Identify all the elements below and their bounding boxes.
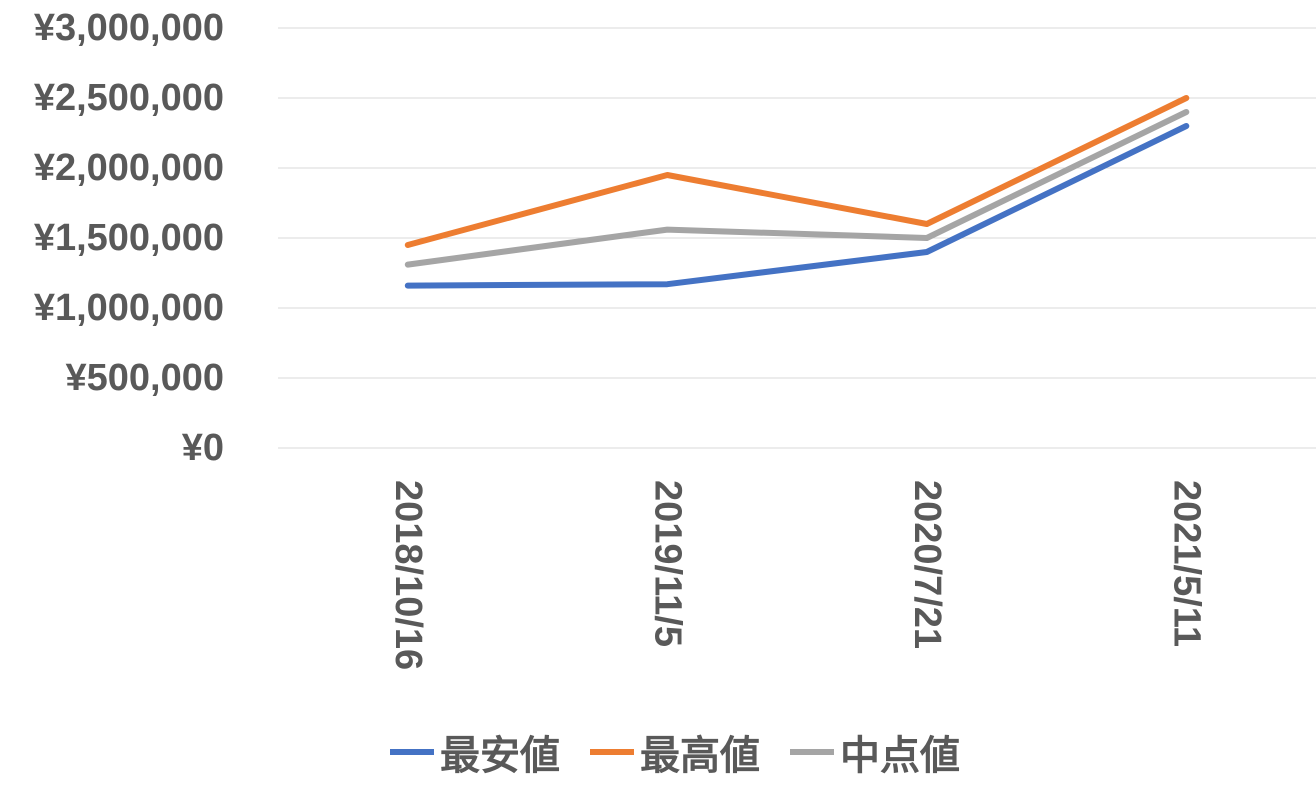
legend-item-series-0: 最安値	[390, 723, 560, 781]
y-tick-label: ¥2,000,000	[34, 147, 224, 189]
legend-item-series-2: 中点値	[790, 723, 960, 781]
legend-swatch	[390, 749, 434, 755]
gridlines	[278, 27, 1316, 449]
y-tick-label: ¥0	[182, 427, 224, 469]
x-tick-label: 2020/7/21	[906, 480, 948, 649]
x-axis-tick-labels: 2018/10/16 2019/11/5 2020/7/21 2021/5/11	[387, 480, 1208, 670]
y-tick-label: ¥1,500,000	[34, 217, 224, 259]
y-tick-label: ¥1,000,000	[34, 287, 224, 329]
x-tick-label: 2021/5/11	[1165, 480, 1207, 647]
legend-swatch	[790, 749, 834, 755]
series-line-0	[404, 123, 1190, 289]
y-tick-label: ¥500,000	[66, 357, 225, 399]
legend-item-series-1: 最高値	[590, 723, 760, 781]
legend-label: 最安値	[440, 733, 560, 779]
series-line-2	[404, 109, 1190, 268]
x-tick-label: 2018/10/16	[387, 480, 429, 670]
x-tick-label: 2019/11/5	[646, 480, 688, 647]
legend: 最安値 最高値 中点値	[390, 722, 960, 782]
series-line-1	[404, 95, 1190, 248]
legend-swatch	[590, 749, 634, 755]
y-axis-tick-labels: ¥0 ¥500,000 ¥1,000,000 ¥1,500,000 ¥2,000,000…	[34, 7, 224, 469]
legend-label: 中点値	[840, 733, 960, 779]
series-lines	[404, 95, 1190, 289]
y-tick-label: ¥2,500,000	[34, 77, 224, 119]
legend-label: 最高値	[640, 733, 760, 779]
y-tick-label: ¥3,000,000	[34, 7, 224, 49]
line-chart: ¥0 ¥500,000 ¥1,000,000 ¥1,500,000 ¥2,000,000…	[34, 7, 1316, 670]
